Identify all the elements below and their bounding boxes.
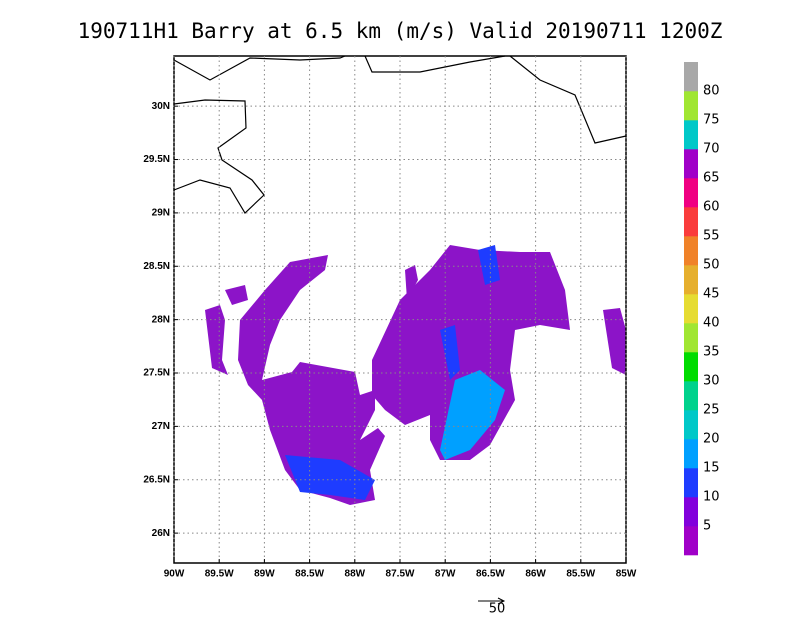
reference-arrow-head [497, 597, 506, 605]
colorbar-segment [684, 149, 698, 179]
x-tick-label: 85W [616, 569, 637, 580]
x-tick-label: 85.5W [566, 569, 595, 580]
colorbar-label: 35 [703, 345, 720, 360]
colorbar-label: 20 [703, 432, 720, 447]
x-tick-label: 89W [254, 569, 275, 580]
y-tick-label: 27.5N [143, 368, 170, 379]
colorbar-label: 80 [703, 84, 720, 99]
colorbar-segment [684, 91, 698, 121]
colorbar-segment [684, 468, 698, 498]
colorbar-segment [684, 410, 698, 440]
wind-field [205, 245, 626, 505]
colorbar-segment [684, 265, 698, 295]
colorbar-segment [684, 207, 698, 237]
coastline [173, 55, 627, 214]
x-tick-label: 86W [525, 569, 546, 580]
x-tick-label: 90W [164, 569, 185, 580]
colorbar-segment [684, 381, 698, 411]
colorbar-segment [684, 497, 698, 527]
colorbar-label: 45 [703, 287, 720, 302]
colorbar-label: 30 [703, 374, 720, 389]
x-tick-label: 88.5W [295, 569, 324, 580]
colorbar-label: 15 [703, 461, 720, 476]
x-tick-label: 87W [435, 569, 456, 580]
x-tick-label: 89.5W [205, 569, 234, 580]
colorbar-label: 70 [703, 142, 720, 157]
colorbar-segment [684, 294, 698, 324]
colorbar-segment [684, 178, 698, 208]
colorbar-segment [684, 236, 698, 266]
y-tick-label: 27N [152, 421, 170, 432]
colorbar-label: 5 [703, 519, 711, 534]
colorbar-label: 50 [703, 258, 720, 273]
x-tick-label: 88W [345, 569, 366, 580]
colorbar-label: 60 [703, 200, 720, 215]
reference-vector-label: 50 [489, 602, 506, 617]
colorbar-segment [684, 62, 698, 92]
colorbar-label: 40 [703, 316, 720, 331]
y-tick-label: 28.5N [143, 261, 170, 272]
y-tick-label: 30N [152, 101, 170, 112]
wind-field-core [440, 370, 505, 460]
colorbar-segment [684, 352, 698, 382]
x-tick-label: 86.5W [476, 569, 505, 580]
x-tick-label: 87.5W [386, 569, 415, 580]
colorbar-label: 10 [703, 490, 720, 505]
colorbar-label: 55 [703, 229, 720, 244]
y-tick-label: 28N [152, 314, 170, 325]
wind-field-strong [285, 245, 500, 500]
y-tick-label: 29N [152, 208, 170, 219]
y-tick-label: 26N [152, 528, 170, 539]
colorbar-segment [684, 439, 698, 469]
colorbar-segment [684, 323, 698, 353]
colorbar-segment [684, 120, 698, 150]
y-tick-label: 26.5N [143, 474, 170, 485]
y-tick-label: 29.5N [143, 154, 170, 165]
colorbar-segment [684, 526, 698, 556]
colorbar-label: 75 [703, 113, 720, 128]
title: 190711H1 Barry at 6.5 km (m/s) Valid 201… [78, 19, 723, 43]
colorbar-label: 65 [703, 171, 720, 186]
plot-area [173, 55, 627, 505]
colorbar-label: 25 [703, 403, 720, 418]
